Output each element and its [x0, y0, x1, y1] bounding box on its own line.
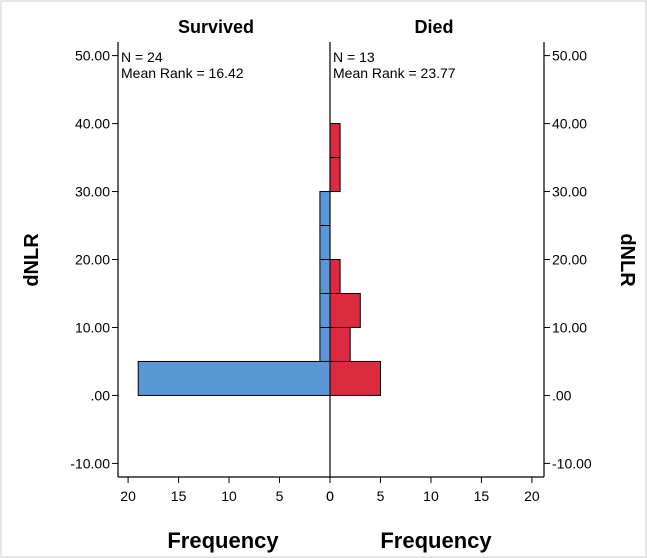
- survived-bar: [319, 259, 331, 294]
- y-tick-label-right: 30.00: [552, 184, 587, 200]
- y-tick-label-left: -10.00: [70, 455, 110, 471]
- y-tick-label-left: 30.00: [75, 184, 110, 200]
- x-axis-title-died: Frequency: [380, 528, 492, 553]
- died-bar: [329, 326, 351, 362]
- died-bar: [329, 360, 381, 396]
- survived-bar: [319, 225, 331, 260]
- panel-title-survived: Survived: [178, 17, 254, 37]
- y-axis-title-right: dNLR: [616, 233, 638, 287]
- y-tick-label-right: 10.00: [552, 319, 587, 335]
- y-ticks-layer: -10.00 -10.00 .00 .00 10.00 10.00 20.00 20.00 30…: [70, 48, 592, 472]
- x-tick-label-died: 15: [474, 488, 490, 504]
- y-tick-label-right: 40.00: [552, 116, 587, 132]
- x-tick-label-survived: 0: [326, 488, 334, 504]
- x-ticks-layer: 20 15 10 5 00 5 10 15 20: [120, 477, 540, 504]
- died-mean-rank-annotation: Mean Rank = 23.77: [333, 65, 456, 81]
- died-n-annotation: N = 13: [333, 49, 375, 65]
- y-tick-label-left: .00: [91, 387, 111, 403]
- y-tick-label-right: 20.00: [552, 252, 587, 268]
- y-tick-label-right: -10.00: [552, 455, 592, 471]
- x-tick-label-died: 10: [423, 488, 439, 504]
- died-bar: [329, 259, 341, 294]
- y-tick-label-right: 50.00: [552, 48, 587, 64]
- y-tick-label-left: 50.00: [75, 48, 110, 64]
- x-tick-label-survived: 20: [120, 488, 136, 504]
- died-bar: [329, 123, 341, 159]
- survived-n-annotation: N = 24: [121, 49, 163, 65]
- y-tick-label-left: 10.00: [75, 319, 110, 335]
- y-tick-label-right: .00: [552, 387, 572, 403]
- panel-title-died: Died: [414, 17, 453, 37]
- x-tick-label-died: 20: [524, 488, 540, 504]
- x-tick-label-died: 5: [377, 488, 385, 504]
- x-tick-label-survived: 15: [171, 488, 187, 504]
- y-tick-label-left: 40.00: [75, 116, 110, 132]
- survived-bar: [137, 360, 331, 396]
- y-tick-label-left: 20.00: [75, 252, 110, 268]
- survived-bar: [319, 191, 331, 227]
- survived-mean-rank-annotation: Mean Rank = 16.42: [121, 65, 244, 81]
- survived-bar: [319, 292, 331, 328]
- x-tick-label-survived: 10: [221, 488, 237, 504]
- x-tick-label-died: 0: [326, 488, 334, 504]
- y-axis-title-left: dNLR: [21, 233, 43, 287]
- x-tick-label-survived: 5: [276, 488, 284, 504]
- bars-layer: [137, 123, 381, 396]
- died-bar: [329, 157, 341, 193]
- x-axis-title-survived: Frequency: [167, 528, 279, 553]
- survived-bar: [319, 326, 331, 362]
- died-bar: [329, 292, 361, 328]
